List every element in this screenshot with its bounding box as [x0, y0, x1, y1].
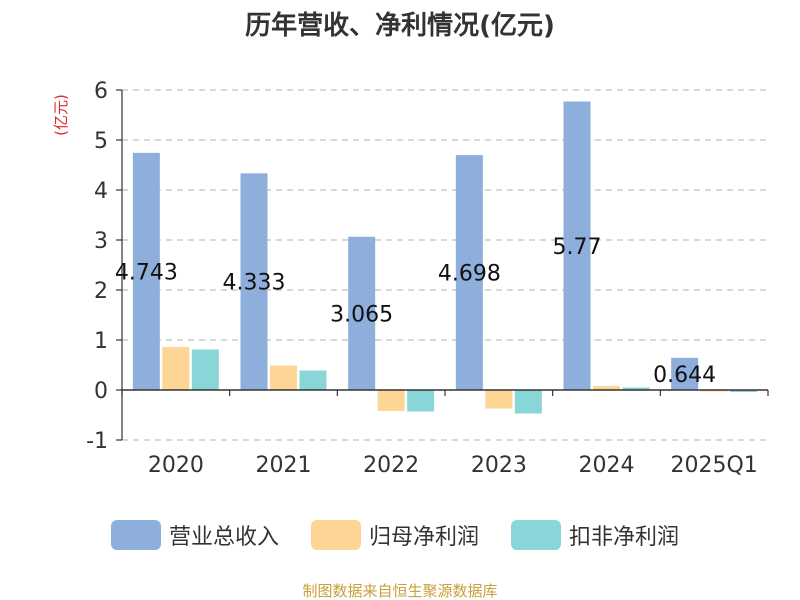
- grid-lines: [122, 89, 768, 441]
- bar-2021-营业总收入: [240, 173, 268, 390]
- bar-2020-扣非净利润: [191, 349, 219, 390]
- chart-title: 历年营收、净利情况(亿元): [245, 10, 555, 41]
- legend-swatch: [311, 520, 361, 550]
- y-tick-label: -1: [86, 429, 108, 454]
- bar-2020-归母净利润: [162, 347, 190, 390]
- y-axis-ticks: -1 0 1 2 3 4 5 6: [86, 79, 123, 454]
- legend-swatch: [111, 520, 161, 550]
- bar-2022-归母净利润: [377, 390, 405, 411]
- bar-2023-扣非净利润: [514, 390, 542, 414]
- bar-2022-营业总收入: [348, 236, 376, 390]
- x-tick-label: 2025Q1: [671, 453, 758, 478]
- bar-2023-归母净利润: [485, 390, 513, 409]
- data-label: 0.644: [653, 363, 716, 388]
- legend-label: 扣非净利润: [569, 525, 679, 550]
- bar-2022-扣非净利润: [407, 390, 435, 412]
- bar-2021-扣非净利润: [299, 370, 327, 390]
- bar-2020-营业总收入: [132, 152, 160, 390]
- bars: [132, 101, 758, 414]
- bar-2024-归母净利润: [593, 386, 620, 390]
- data-label: 4.743: [115, 260, 178, 285]
- legend-swatch: [511, 520, 561, 550]
- y-tick-label: 3: [94, 229, 108, 254]
- bar-2024-营业总收入: [563, 101, 591, 390]
- y-axis-unit: (亿元): [52, 94, 70, 136]
- y-tick-label: 4: [94, 179, 108, 204]
- legend-label: 归母净利润: [369, 525, 479, 550]
- legend: 营业总收入 归母净利润 扣非净利润: [111, 520, 679, 550]
- legend-label: 营业总收入: [169, 525, 279, 550]
- bar-2023-营业总收入: [455, 155, 483, 390]
- data-label: 4.698: [438, 262, 501, 287]
- y-tick-label: 6: [94, 79, 108, 104]
- data-label: 4.333: [223, 271, 286, 296]
- y-tick-label: 1: [94, 329, 108, 354]
- source-note: 制图数据来自恒生聚源数据库: [302, 582, 497, 600]
- x-tick-label: 2021: [256, 453, 312, 478]
- bar-2025Q1-扣非净利润: [730, 390, 758, 392]
- x-axis: [121, 389, 769, 396]
- data-labels: 4.743 4.333 3.065 4.698 5.77 0.644: [115, 235, 716, 388]
- y-tick-label: 2: [94, 279, 108, 304]
- bar-2021-归母净利润: [270, 365, 297, 390]
- bar-2024-扣非净利润: [622, 387, 650, 390]
- bar-2025Q1-营业总收入: [671, 357, 699, 390]
- x-tick-label: 2023: [471, 453, 527, 478]
- y-tick-label: 5: [94, 129, 108, 154]
- data-label: 3.065: [330, 302, 393, 327]
- x-axis-ticks: 2020 2021 2022 2023 2024 2025Q1: [148, 453, 758, 478]
- x-tick-label: 2022: [363, 453, 419, 478]
- x-tick-label: 2024: [579, 453, 635, 478]
- x-tick-label: 2020: [148, 453, 204, 478]
- y-tick-label: 0: [94, 379, 108, 404]
- data-label: 5.77: [553, 235, 602, 260]
